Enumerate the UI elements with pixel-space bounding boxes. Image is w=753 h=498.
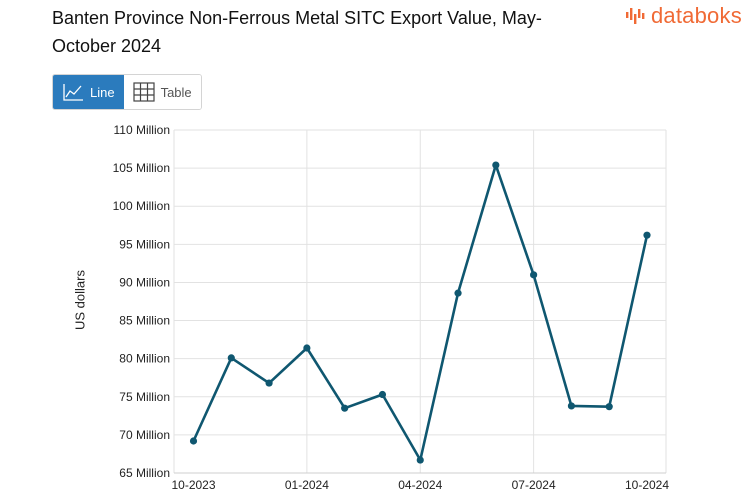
databoks-logo-icon [626,8,645,24]
chart-title: Banten Province Non-Ferrous Metal SITC E… [52,8,542,56]
data-point [303,344,311,352]
databoks-logo[interactable]: databoks [625,3,742,28]
y-tick-label: 80 Million [119,352,170,366]
data-point [643,231,651,239]
x-tick-label: 07-2024 [512,478,556,492]
data-point [341,404,349,412]
data-point [530,271,538,279]
y-tick-label: 65 Million [119,466,170,480]
data-point [454,289,462,297]
y-tick-label: 100 Million [113,199,170,213]
data-point [227,354,235,362]
data-point [492,161,500,169]
y-tick-label: 70 Million [119,428,170,442]
line-chart-icon [63,84,83,101]
x-tick-label: 04-2024 [398,478,442,492]
line-view-label: Line [90,84,115,100]
x-tick-label: 10-2024 [625,478,669,492]
data-point [605,403,613,411]
x-tick-label: 10-2023 [171,478,215,492]
data-point [378,390,387,399]
y-tick-label: 105 Million [113,161,170,175]
data-point [265,379,273,387]
line-view-button[interactable]: Line [53,75,124,109]
y-tick-label: 85 Million [119,314,170,328]
data-point [416,456,424,464]
y-tick-label: 75 Million [119,390,170,404]
x-tick-label: 01-2024 [285,478,329,492]
table-grid-icon [132,82,155,102]
y-tick-label: 90 Million [119,275,170,289]
y-tick-label: 95 Million [119,237,170,251]
data-point [189,437,198,445]
view-toggle: Line Table [52,74,202,110]
logo-text: databoks [651,3,742,28]
data-point [567,402,576,410]
y-tick-label: 110 Million [114,123,170,137]
table-view-label: Table [160,84,192,100]
table-view-button[interactable]: Table [123,75,201,109]
